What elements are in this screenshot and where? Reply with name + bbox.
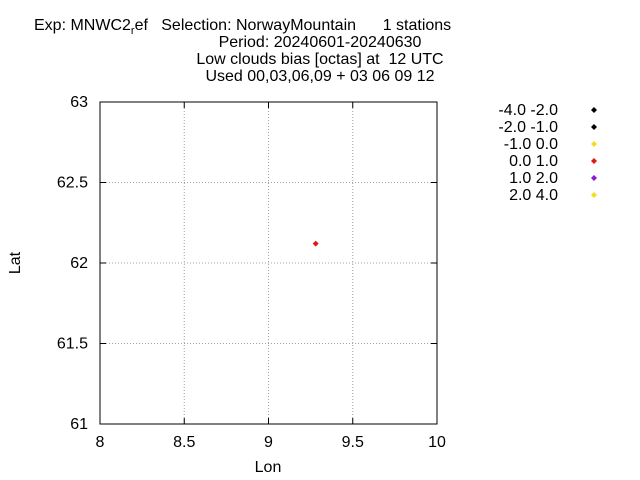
y-tick-label: 61 — [70, 416, 88, 433]
axis-ticks: 8 8.5 9 9.5 10 61 61.5 62 62.5 63 — [57, 94, 446, 451]
legend-marker — [591, 192, 597, 198]
title-subscript: r — [130, 25, 135, 37]
grid-lines — [100, 102, 437, 424]
legend-label: 2.0 4.0 — [509, 187, 558, 204]
legend-label: -2.0 -1.0 — [498, 119, 558, 136]
x-tick-label: 8 — [96, 434, 105, 451]
legend-label: -1.0 0.0 — [504, 136, 558, 153]
x-tick-label: 9.5 — [342, 434, 364, 451]
legend-label: 1.0 2.0 — [509, 170, 558, 187]
legend-marker — [591, 107, 597, 113]
y-tick-label: 61.5 — [57, 336, 88, 353]
legend-label: -4.0 -2.0 — [498, 102, 558, 119]
data-points — [312, 240, 319, 247]
legend-marker — [591, 158, 597, 164]
y-axis-label: Lat — [7, 251, 24, 274]
chart-title-line-4: Used 00,03,06,09 + 03 06 09 12 — [205, 68, 435, 85]
legend: -4.0 -2.0-2.0 -1.0-1.0 0.00.0 1.01.0 2.0… — [498, 102, 597, 204]
x-tick-label: 10 — [428, 434, 446, 451]
x-tick-label: 8.5 — [173, 434, 195, 451]
title-prefix: Exp: MNWC2 — [34, 17, 131, 34]
station-point — [312, 240, 319, 247]
y-tick-label: 62 — [70, 255, 88, 272]
y-tick-label: 63 — [70, 94, 88, 111]
x-tick-label: 9 — [264, 434, 273, 451]
chart-title-line-1: Exp: MNWC2ref Selection: NorwayMountain … — [0, 17, 640, 37]
legend-marker — [591, 124, 597, 130]
y-tick-label: 62.5 — [57, 175, 88, 192]
chart-title-line-3: Low clouds bias [octas] at 12 UTC — [196, 51, 444, 68]
x-axis-label: Lon — [255, 459, 282, 476]
legend-marker — [591, 141, 597, 147]
legend-marker — [591, 175, 597, 181]
legend-label: 0.0 1.0 — [509, 153, 558, 170]
title-suffix: ef Selection: NorwayMountain 1 stations — [134, 17, 452, 34]
chart-title-line-2: Period: 20240601-20240630 — [218, 34, 422, 51]
